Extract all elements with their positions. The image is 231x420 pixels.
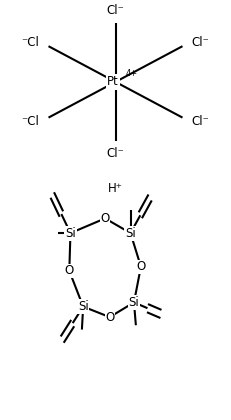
Text: O: O xyxy=(105,311,114,323)
Text: Si: Si xyxy=(78,300,88,313)
Text: Si: Si xyxy=(129,296,139,309)
Text: O: O xyxy=(100,212,110,225)
Text: O: O xyxy=(65,265,74,277)
Text: Si: Si xyxy=(65,227,76,239)
Text: Cl⁻: Cl⁻ xyxy=(192,36,210,48)
Text: O: O xyxy=(136,260,146,273)
Text: Si: Si xyxy=(125,227,136,239)
Text: H⁺: H⁺ xyxy=(108,183,123,195)
Text: ⁻Cl: ⁻Cl xyxy=(21,116,39,128)
Text: Cl⁻: Cl⁻ xyxy=(106,147,125,160)
Text: 4+: 4+ xyxy=(125,69,137,78)
Text: Pt: Pt xyxy=(107,76,119,88)
Text: Cl⁻: Cl⁻ xyxy=(192,116,210,128)
Text: Cl⁻: Cl⁻ xyxy=(106,4,125,17)
Text: ⁻Cl: ⁻Cl xyxy=(21,36,39,48)
